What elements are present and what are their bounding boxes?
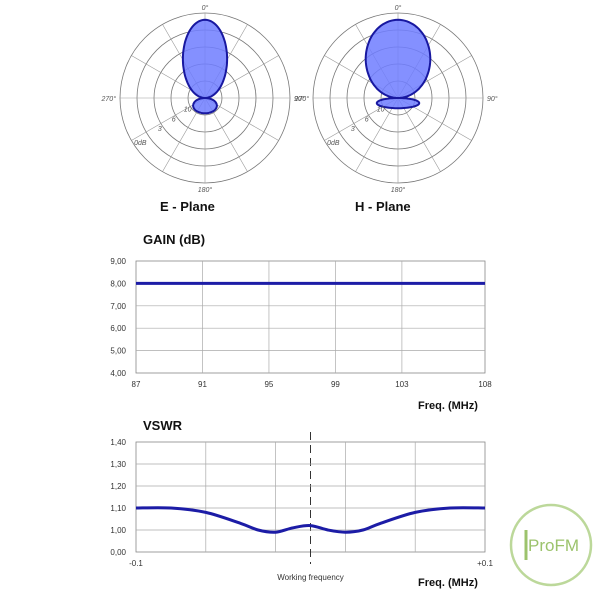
ring-label-10: 10	[184, 107, 192, 114]
angle-label-0: 0°	[202, 4, 209, 12]
ring-label-3: 3	[158, 126, 162, 133]
vswr-y-tick-label: 1,40	[110, 438, 126, 447]
angle-label-180: 180°	[198, 186, 213, 194]
ring-label-6: 6	[172, 116, 176, 123]
gain-chart-title: GAIN (dB)	[143, 232, 206, 247]
ring-label-6: 6	[365, 116, 369, 123]
angle-label-90: 90°	[294, 95, 305, 103]
vswr-line	[135, 506, 486, 534]
back-lobe	[192, 97, 218, 115]
vswr-y-tick-label: 1,20	[110, 482, 126, 491]
gain-x-tick-label: 91	[198, 380, 207, 389]
angle-label-0: 0°	[395, 4, 402, 12]
profm-logo: ProFM	[509, 503, 593, 587]
main-lobe	[364, 18, 432, 100]
gain-x-tick-label: 108	[478, 380, 492, 389]
gain-chart: 87 91 95 99 103 108 4,00 5,00 6,00 7,00 8,00 9,00	[110, 257, 492, 389]
polar-charts: 0° 90° 180° 270° 0dB 3 6 10 0° 90° 180° 270° 0dB 3 6 1…	[101, 4, 498, 194]
ring-label-0db: 0dB	[327, 140, 340, 147]
gain-y-tick-label: 6,00	[110, 324, 126, 333]
ring-label-10: 10	[377, 107, 385, 114]
polar-spoke	[355, 97, 399, 172]
gain-x-tick-label: 103	[395, 380, 409, 389]
gain-x-tick-label: 99	[331, 380, 340, 389]
logo-text: ProFM	[528, 536, 579, 555]
vswr-chart-title: VSWR	[143, 418, 182, 433]
vswr-y-tick-label: 1,00	[110, 526, 126, 535]
working-frequency-label: Working frequency	[277, 573, 344, 582]
gain-x-tick-label: 87	[132, 380, 141, 389]
angle-label-270: 270°	[294, 95, 310, 103]
vswr-y-tick-label: 1,30	[110, 460, 126, 469]
e-plane-label: E - Plane	[160, 199, 215, 214]
gain-y-tick-label: 7,00	[110, 302, 126, 311]
angle-label-180: 180°	[391, 186, 406, 194]
gain-y-tick-label: 5,00	[110, 347, 126, 356]
h-plane-label: H - Plane	[355, 199, 411, 214]
vswr-y-tick-label: 1,10	[110, 504, 126, 513]
vswr-x-axis-title: Freq. (MHz)	[418, 577, 478, 589]
angle-label-90: 90°	[487, 95, 498, 103]
gain-plot-frame	[135, 260, 486, 374]
ring-label-3: 3	[351, 126, 355, 133]
main-lobe	[181, 18, 229, 100]
h-plane-polar-chart: 0° 90° 180° 270° 0dB 3 6 10	[294, 4, 498, 194]
vswr-x-tick-label: -0.1	[129, 559, 143, 568]
ring-label-0db: 0dB	[134, 140, 147, 147]
gain-x-tick-label: 95	[264, 380, 273, 389]
e-plane-polar-chart: 0° 90° 180° 270° 0dB 3 6 10	[101, 4, 305, 194]
vswr-y-tick-label: 0,00	[110, 548, 126, 557]
back-lobe	[375, 97, 421, 110]
angle-label-270: 270°	[101, 95, 117, 103]
vswr-x-tick-label: +0.1	[477, 559, 493, 568]
gain-x-axis-title: Freq. (MHz)	[418, 400, 478, 412]
gain-y-tick-label: 4,00	[110, 369, 126, 378]
gain-y-tick-label: 8,00	[110, 279, 126, 288]
polar-spoke	[397, 97, 441, 172]
gain-y-tick-label: 9,00	[110, 257, 126, 266]
vswr-chart: 0,00 1,00 1,10 1,20 1,30 1,40 -0.1 +0.1 Working …	[110, 432, 493, 582]
